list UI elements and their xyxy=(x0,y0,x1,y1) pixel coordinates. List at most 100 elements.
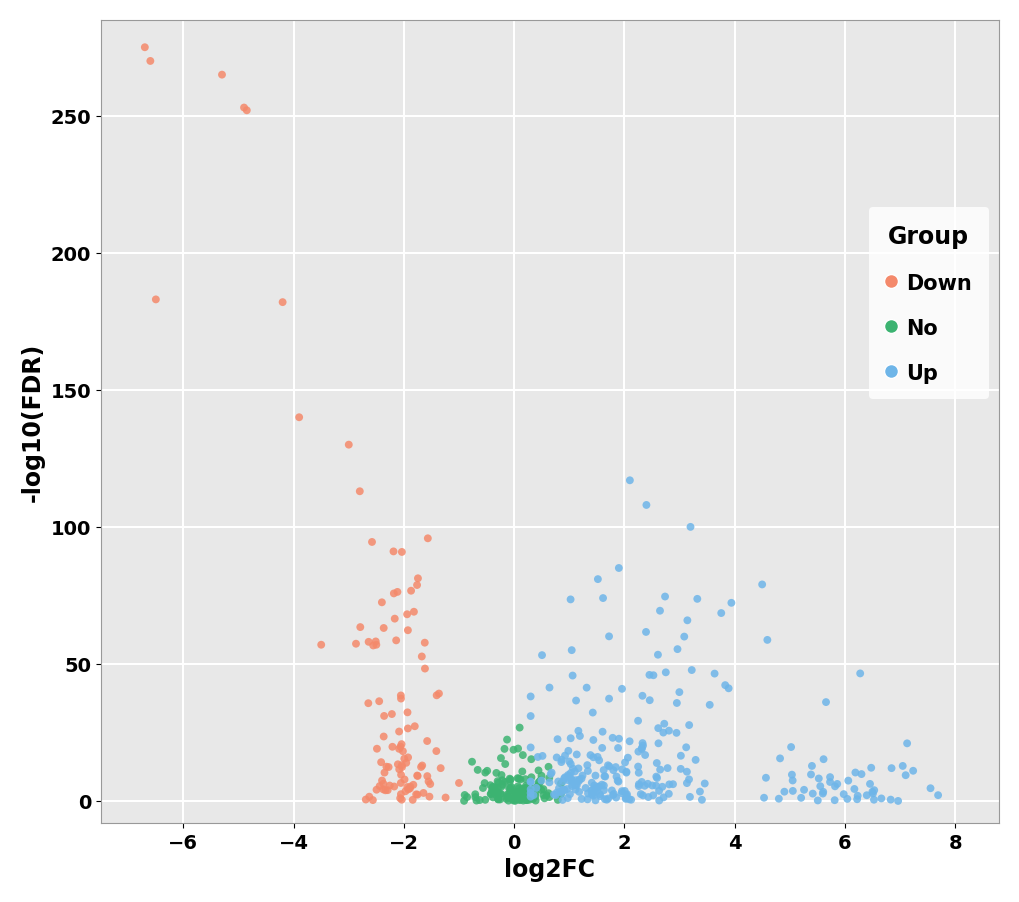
Point xyxy=(559,773,576,787)
Point xyxy=(391,791,408,805)
Point xyxy=(518,785,534,799)
Point xyxy=(558,782,575,796)
Point xyxy=(633,742,649,757)
Point xyxy=(527,786,543,800)
Point xyxy=(894,759,910,773)
Point xyxy=(500,794,517,808)
Point xyxy=(583,784,599,798)
Point xyxy=(599,791,615,805)
Point xyxy=(536,791,552,805)
Point xyxy=(682,520,698,535)
Point xyxy=(410,572,426,586)
Point xyxy=(568,778,584,793)
Point xyxy=(543,766,559,780)
Point xyxy=(518,780,534,795)
Point xyxy=(722,596,739,611)
Point xyxy=(560,769,577,783)
Point xyxy=(379,783,395,797)
Point xyxy=(585,733,601,748)
Point xyxy=(502,789,519,804)
Point xyxy=(385,545,401,559)
Point xyxy=(489,781,505,796)
Point xyxy=(881,793,898,807)
Point xyxy=(522,791,538,805)
Point xyxy=(493,768,510,782)
Point xyxy=(757,770,773,785)
Point xyxy=(574,769,590,783)
Point xyxy=(605,787,622,801)
Point xyxy=(655,717,672,732)
Point xyxy=(858,788,874,803)
Point xyxy=(419,769,435,784)
Point xyxy=(485,779,501,794)
Point xyxy=(637,625,653,640)
Point xyxy=(393,760,410,775)
Point xyxy=(501,781,518,796)
Point xyxy=(898,736,914,750)
Point xyxy=(491,792,507,806)
Point xyxy=(634,788,650,803)
Point xyxy=(415,786,431,800)
Point xyxy=(630,744,646,759)
Point xyxy=(399,782,416,796)
Point xyxy=(568,748,584,762)
Point xyxy=(681,772,697,787)
Point xyxy=(137,41,153,55)
Point xyxy=(390,741,407,756)
Point xyxy=(358,793,374,807)
Point xyxy=(564,668,580,683)
Point xyxy=(498,787,515,802)
Point xyxy=(482,778,498,793)
Point xyxy=(587,769,603,783)
Point xyxy=(591,787,607,802)
Point xyxy=(401,779,418,794)
Point xyxy=(552,787,569,801)
Point xyxy=(489,787,505,801)
Point xyxy=(397,784,414,798)
Point xyxy=(630,759,646,774)
Point xyxy=(814,752,830,767)
Point xyxy=(586,778,602,793)
Point xyxy=(792,791,808,805)
Point xyxy=(810,771,826,786)
Point xyxy=(486,780,502,795)
Point xyxy=(648,771,664,786)
Point xyxy=(409,787,425,802)
Point xyxy=(640,790,656,805)
Point xyxy=(604,731,621,745)
Point xyxy=(594,591,610,605)
Point xyxy=(570,774,586,788)
Point xyxy=(882,761,899,776)
Point xyxy=(493,779,510,794)
Point xyxy=(587,793,603,807)
Point xyxy=(904,764,920,778)
Point xyxy=(595,783,611,797)
Point xyxy=(510,779,526,794)
Point xyxy=(535,788,551,803)
Point xyxy=(865,783,881,797)
Point xyxy=(689,592,705,606)
Point xyxy=(417,661,433,676)
Point xyxy=(511,786,527,800)
Point xyxy=(392,776,409,790)
Point xyxy=(636,748,652,762)
Point xyxy=(633,741,649,755)
Point xyxy=(142,55,158,69)
Point xyxy=(570,723,586,738)
Point xyxy=(632,787,648,801)
Point xyxy=(381,778,397,793)
Point xyxy=(487,787,503,802)
Point xyxy=(803,759,819,773)
Point xyxy=(676,630,692,644)
Point xyxy=(549,793,566,807)
Point xyxy=(691,785,707,799)
Point xyxy=(501,771,518,786)
Point xyxy=(650,736,666,750)
Point xyxy=(641,667,657,682)
Point xyxy=(562,772,579,787)
Point xyxy=(559,791,576,805)
Point xyxy=(508,771,525,786)
Point xyxy=(374,773,390,787)
Point xyxy=(479,764,495,778)
Point xyxy=(683,663,699,677)
